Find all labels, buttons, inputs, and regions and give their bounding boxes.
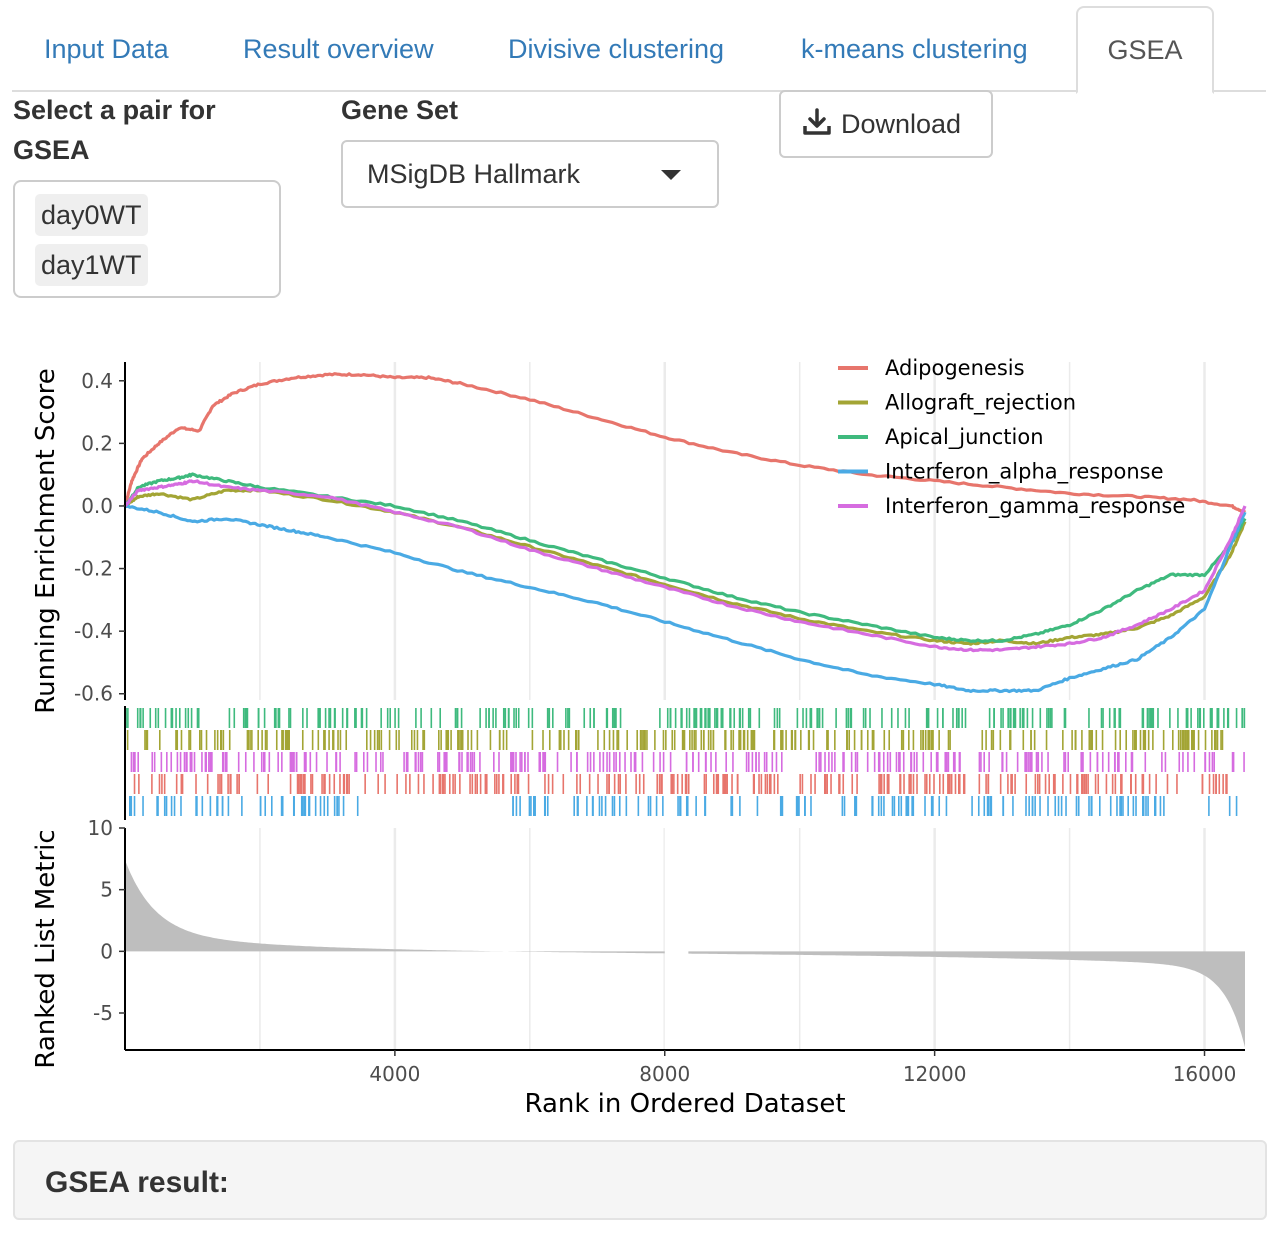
metric-gap bbox=[664, 828, 689, 1050]
y-tick-label: 5 bbox=[100, 878, 113, 902]
tab-divisive-clustering[interactable]: Divisive clustering bbox=[508, 34, 725, 64]
y-tick-label: -0.2 bbox=[74, 557, 113, 581]
y-tick-label: -0.6 bbox=[74, 682, 113, 706]
gsea-result-title: GSEA result: bbox=[45, 1166, 229, 1199]
pair-chip-day1wt[interactable]: day1WT bbox=[35, 244, 148, 286]
gene-hit-marks bbox=[125, 708, 1246, 816]
download-icon bbox=[803, 108, 831, 135]
series-line-interferon_gamma_response bbox=[124, 479, 1247, 653]
x-tick-label: 12000 bbox=[903, 1062, 967, 1086]
bottom-panel-grid bbox=[259, 828, 1206, 1050]
series-line-adipogenesis bbox=[123, 372, 1247, 514]
legend-label: Interferon_gamma_response bbox=[885, 494, 1185, 519]
tab-input-data[interactable]: Input Data bbox=[44, 34, 169, 64]
top-y-axis-label: Running Enrichment Score bbox=[31, 368, 61, 713]
y-tick-label: 10 bbox=[88, 816, 113, 840]
x-tick-label: 16000 bbox=[1173, 1062, 1237, 1086]
axes: 0.4 0.2 0.0 -0.2 -0.4 -0.6 10 5 0 -5 4000 8000 12000… bbox=[31, 362, 1245, 1119]
download-button-label: Download bbox=[841, 109, 962, 139]
x-axis-label: Rank in Ordered Dataset bbox=[524, 1089, 845, 1119]
y-tick-label: 0 bbox=[100, 939, 113, 963]
legend-label: Adipogenesis bbox=[885, 356, 1025, 380]
legend-label: Allograft_rejection bbox=[885, 391, 1076, 416]
x-tick-label: 8000 bbox=[639, 1062, 690, 1086]
series-line-allograft_rejection bbox=[124, 487, 1247, 646]
gene-set-selected-value: MSigDB Hallmark bbox=[367, 159, 581, 189]
gsea-plot: 0.4 0.2 0.0 -0.2 -0.4 -0.6 10 5 0 -5 4000 8000 12000… bbox=[31, 356, 1247, 1119]
pair-select-input[interactable]: day0WT day1WT bbox=[13, 180, 281, 298]
tab-result-overview[interactable]: Result overview bbox=[243, 34, 434, 64]
legend-label: Interferon_alpha_response bbox=[885, 460, 1164, 485]
pair-chip-day0wt[interactable]: day0WT bbox=[35, 194, 148, 236]
tab-kmeans-clustering[interactable]: k-means clustering bbox=[801, 34, 1028, 64]
series-line-interferon_alpha_response bbox=[124, 504, 1247, 694]
top-panel-grid bbox=[259, 362, 1206, 700]
y-tick-label: 0.0 bbox=[81, 494, 113, 518]
enrichment-lines bbox=[123, 372, 1247, 694]
metric-area bbox=[125, 860, 1245, 1048]
tab-gsea[interactable]: GSEA bbox=[1076, 6, 1214, 94]
y-tick-label: -0.4 bbox=[74, 619, 113, 643]
pair-select-label-line2: GSEA bbox=[13, 135, 90, 165]
legend: Adipogenesis Allograft_rejection Apical_ju… bbox=[838, 356, 1185, 519]
gsea-result-panel: GSEA result: bbox=[13, 1140, 1267, 1220]
tab-bar: Input Data Result overview Divisive clus… bbox=[12, 0, 1266, 94]
legend-label: Apical_junction bbox=[885, 425, 1044, 450]
bottom-y-axis-label: Ranked List Metric bbox=[31, 829, 61, 1068]
pair-select-label-line1: Select a pair for bbox=[13, 95, 216, 125]
download-button[interactable]: Download bbox=[779, 90, 993, 158]
gene-set-label: Gene Set bbox=[341, 95, 459, 125]
y-tick-label: 0.4 bbox=[81, 369, 113, 393]
gene-set-select[interactable]: MSigDB Hallmark bbox=[341, 140, 719, 208]
chevron-down-icon bbox=[661, 170, 681, 180]
x-tick-label: 4000 bbox=[369, 1062, 420, 1086]
series-line-apical_junction bbox=[123, 472, 1247, 643]
y-tick-label: -5 bbox=[93, 1001, 113, 1025]
y-tick-label: 0.2 bbox=[81, 431, 113, 455]
ranked-metric-area bbox=[125, 828, 1245, 1050]
